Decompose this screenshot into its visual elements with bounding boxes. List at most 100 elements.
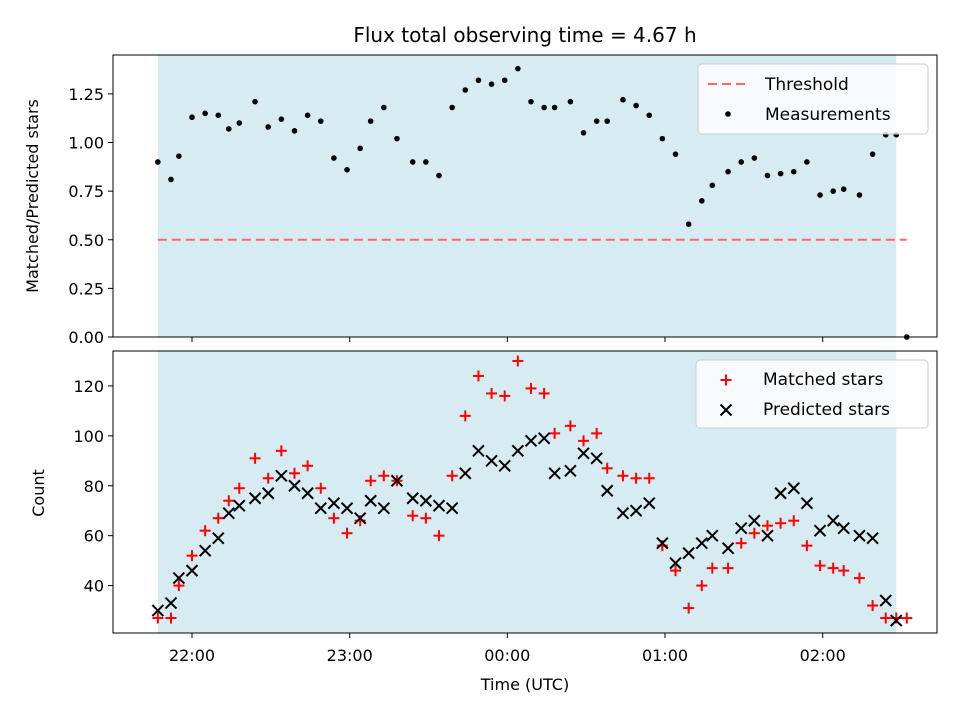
measurement-point (593, 118, 600, 124)
predicted-star-point (445, 502, 459, 515)
matched-star-point (748, 527, 760, 539)
measurement-point (501, 77, 508, 84)
matched-star-point (378, 470, 390, 482)
matched-star-point (262, 472, 274, 484)
y-tick-label: 0.25 (68, 279, 104, 298)
y-tick-label: 0.50 (68, 231, 104, 250)
matched-star-point (249, 452, 261, 464)
measurement-point (449, 104, 455, 111)
matched-star-point (288, 467, 300, 479)
measurement-point (725, 168, 731, 175)
bottom-panel: 40 60 80 100 120 22:00 23:00 00:00 01:00 02:00 C… (29, 350, 938, 694)
measurement-point (685, 221, 692, 227)
matched-star-point (814, 560, 826, 572)
measurement-point (462, 87, 469, 93)
matched-star-point (315, 482, 327, 494)
bottom-legend: Matched stars Predicted stars (695, 359, 929, 429)
matched-star-point (472, 370, 484, 382)
measurement-point (176, 153, 182, 159)
measurement-point (252, 98, 258, 105)
measurement-point (633, 102, 639, 109)
measurement-point (215, 112, 222, 119)
measurement-point (409, 159, 416, 165)
legend-matched-swatch (720, 374, 732, 386)
predicted-star-point (340, 502, 354, 515)
predicted-star-point (787, 482, 800, 495)
matched-star-point (407, 510, 419, 522)
predicted-star-point (600, 484, 614, 497)
matched-star-point (591, 427, 603, 439)
measurement-point (357, 145, 363, 152)
measurement-point (304, 112, 311, 119)
predicted-star-point (212, 531, 225, 545)
predicted-star-point (406, 492, 419, 505)
measurement-point (646, 112, 653, 119)
predicted-star-point (248, 492, 262, 505)
predicted-star-point (879, 594, 892, 607)
predicted-star-point (275, 469, 288, 482)
matched-star-point (827, 562, 839, 574)
matched-star-point (341, 527, 353, 539)
predicted-star-point (548, 467, 561, 480)
measurement-point (580, 129, 587, 136)
matched-star-point (549, 427, 561, 439)
predicted-star-point (511, 444, 525, 458)
matched-star-point (525, 382, 537, 394)
measurement-point (344, 166, 350, 173)
x-axis-label: Time (UTC) (480, 675, 569, 694)
matched-star-point (212, 512, 224, 524)
matched-stars-points (152, 355, 913, 624)
matched-star-point (617, 470, 629, 482)
predicted-star-point (890, 614, 903, 627)
matched-star-point (630, 472, 642, 484)
matched-star-point (233, 482, 245, 494)
measurement-point (790, 168, 797, 175)
x-tick-label: 00:00 (484, 646, 530, 665)
measurement-point (367, 118, 374, 124)
measurement-point (840, 186, 847, 192)
matched-star-point (433, 530, 445, 542)
predicted-star-point (734, 521, 748, 535)
legend-predicted-swatch (719, 403, 733, 417)
measurement-point (777, 170, 784, 177)
matched-star-point (223, 495, 235, 507)
y-tick-label: 120 (73, 377, 104, 396)
measurement-point (698, 198, 705, 204)
matched-star-point (643, 472, 655, 484)
matched-star-point (365, 475, 377, 487)
measurement-point (551, 104, 558, 111)
predicted-star-point (472, 444, 485, 458)
measurement-point (672, 151, 679, 157)
measurement-point (817, 192, 823, 198)
predicted-star-point (364, 494, 377, 507)
matched-star-point (801, 540, 813, 552)
matched-star-point (735, 537, 747, 549)
predicted-star-point (669, 556, 682, 570)
predicted-star-point (377, 502, 391, 515)
bottom-y-axis-label: Count (29, 469, 48, 517)
measurement-point (869, 151, 876, 157)
predicted-star-point (327, 497, 341, 510)
measurement-point (738, 159, 745, 165)
predicted-star-point (261, 487, 275, 500)
predicted-star-point (432, 499, 446, 512)
x-tick-label: 22:00 (169, 646, 215, 665)
predicted-star-point (390, 474, 404, 487)
matched-star-point (670, 565, 682, 577)
measurement-point (394, 135, 400, 142)
matched-star-point (328, 512, 340, 524)
measurement-point (604, 118, 610, 124)
measurement-point (620, 96, 626, 103)
predicted-star-point (233, 499, 246, 512)
matched-star-point (601, 462, 613, 474)
top-panel: 0.00 0.25 0.50 0.75 1.00 1.25 Matched/Predict… (23, 54, 938, 347)
matched-star-point (788, 515, 800, 527)
matched-star-point (486, 387, 498, 399)
matched-star-point (761, 520, 773, 532)
measurement-point (528, 98, 534, 105)
measurement-point (189, 114, 195, 121)
measurement-point (155, 159, 161, 165)
x-tick-label: 01:00 (642, 646, 688, 665)
predicted-star-point (695, 536, 708, 550)
matched-star-point (683, 602, 695, 614)
